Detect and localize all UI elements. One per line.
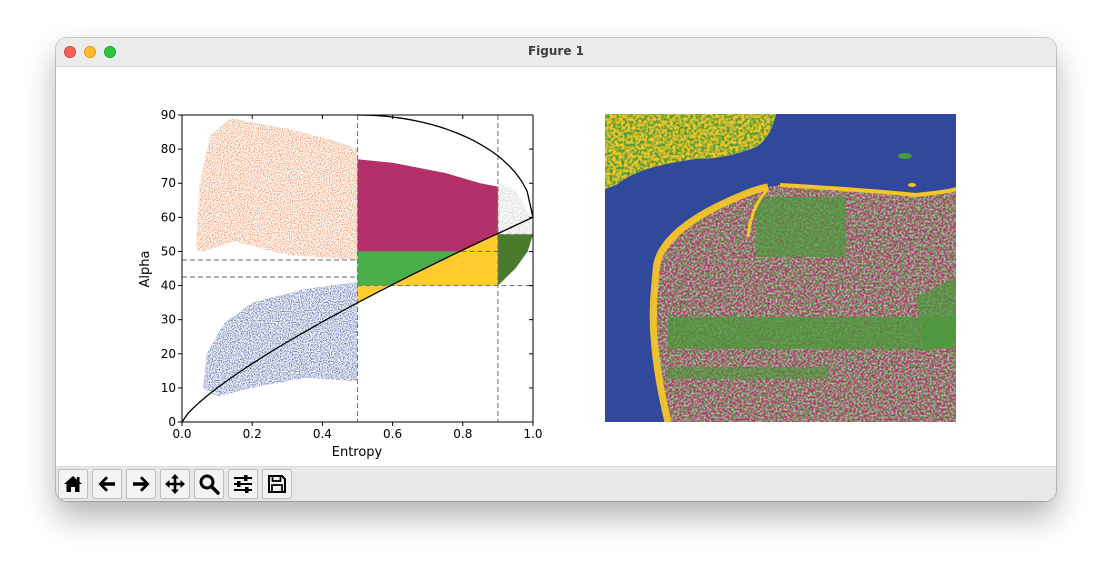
x-tick-label: 0.2 <box>243 427 262 441</box>
y-tick-label: 0 <box>168 415 176 429</box>
arrow-right-icon <box>133 476 150 492</box>
x-tick-label: 0.8 <box>453 427 472 441</box>
classification-map-image <box>605 114 956 422</box>
zone-z6 <box>497 183 533 235</box>
y-tick-label: 50 <box>161 244 176 258</box>
sliders-icon <box>234 475 252 493</box>
save-button[interactable] <box>262 469 292 499</box>
zone-z2 <box>203 282 358 397</box>
x-tick-label: 0.0 <box>172 427 191 441</box>
navigation-toolbar <box>56 466 1056 501</box>
y-tick-label: 60 <box>161 210 176 224</box>
y-axis-label: Alpha <box>138 251 153 288</box>
axes-frame <box>181 114 534 423</box>
zone-z7 <box>497 234 533 286</box>
close-window-button[interactable] <box>64 46 76 58</box>
y-tick-label: 90 <box>161 108 176 122</box>
zoom-button[interactable] <box>194 469 224 499</box>
home-icon <box>64 476 82 492</box>
y-tick-label: 30 <box>161 313 176 327</box>
y-tick-label: 20 <box>161 347 176 361</box>
y-tick-label: 80 <box>161 142 176 156</box>
x-tick-label: 1.0 <box>523 427 542 441</box>
maximize-window-button[interactable] <box>104 46 116 58</box>
x-tick-label: 0.4 <box>313 427 332 441</box>
figure-svg: 0.0 0.2 0.4 0.6 0.8 1.0 0 10 20 30 40 50 60 70 80 90 E… <box>138 108 956 460</box>
move-icon <box>165 474 185 494</box>
configure-subplots-button[interactable] <box>228 469 258 499</box>
y-tick-label: 70 <box>161 176 176 190</box>
figure-window: Figure 1 <box>56 38 1056 501</box>
pan-button[interactable] <box>160 469 190 499</box>
arrow-left-icon <box>98 476 115 492</box>
figure-canvas: 0.0 0.2 0.4 0.6 0.8 1.0 0 10 20 30 40 50 60 70 80 90 E… <box>56 67 1056 466</box>
title-bar: Figure 1 <box>56 38 1056 67</box>
y-tick-label: 40 <box>161 279 176 293</box>
feasible-boundary-curve <box>181 114 534 423</box>
minimize-window-button[interactable] <box>84 46 96 58</box>
home-button[interactable] <box>58 469 88 499</box>
y-tick-label: 10 <box>161 381 176 395</box>
x-tick-label: 0.6 <box>383 427 402 441</box>
magnifier-icon <box>199 474 220 495</box>
window-title: Figure 1 <box>527 44 585 58</box>
back-button[interactable] <box>92 469 122 499</box>
zone-z1 <box>196 118 358 261</box>
forward-button[interactable] <box>126 469 156 499</box>
scatter-plot: 0.0 0.2 0.4 0.6 0.8 1.0 0 10 20 30 40 50 60 70 80 90 E… <box>138 108 543 460</box>
zone-z3 <box>357 159 498 252</box>
floppy-disk-icon <box>268 475 286 493</box>
x-axis-label: Entropy <box>332 445 383 460</box>
